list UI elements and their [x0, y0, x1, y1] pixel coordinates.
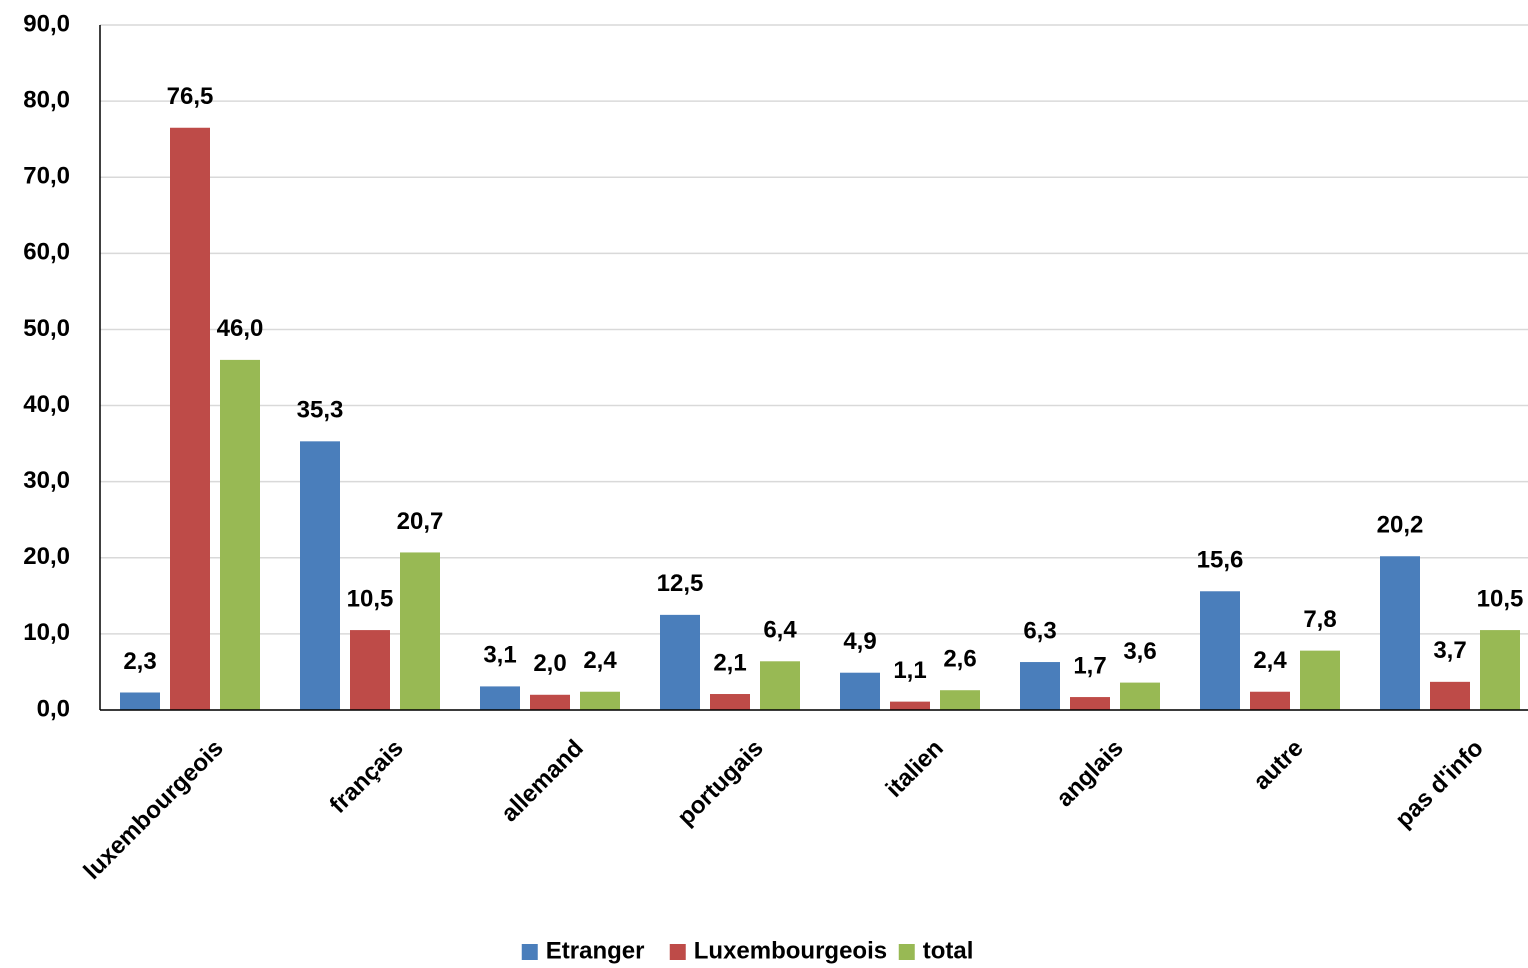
bar: [1250, 691, 1290, 710]
legend-swatch: [898, 944, 915, 960]
legend-swatch: [521, 944, 538, 960]
data-label: 1,1: [893, 657, 926, 684]
data-label: 3,6: [1123, 638, 1156, 665]
x-tick-label: portugais: [672, 735, 768, 831]
bar: [1300, 650, 1340, 710]
bar: [350, 630, 390, 710]
y-tick-label: 50,0: [23, 315, 70, 342]
bar: [1020, 662, 1060, 710]
x-tick-label: allemand: [496, 735, 589, 828]
data-label: 3,7: [1433, 637, 1466, 664]
bar: [1120, 682, 1160, 710]
legend-label: total: [923, 937, 974, 964]
data-label: 6,4: [763, 617, 797, 644]
data-label: 7,8: [1303, 606, 1336, 633]
legend-label: Etranger: [546, 937, 645, 964]
data-label: 2,4: [583, 647, 617, 674]
bar: [1480, 630, 1520, 710]
data-label: 76,5: [167, 83, 214, 110]
bar: [530, 694, 570, 710]
bar: [220, 359, 260, 710]
bar: [400, 552, 440, 710]
bar: [1430, 681, 1470, 710]
y-tick-label: 30,0: [23, 467, 70, 494]
y-tick-label: 90,0: [23, 10, 70, 37]
data-label: 3,1: [483, 642, 516, 669]
y-tick-label: 10,0: [23, 619, 70, 646]
data-label: 2,3: [123, 648, 156, 675]
data-label: 2,1: [713, 649, 746, 676]
y-tick-label: 20,0: [23, 543, 70, 570]
bar: [760, 661, 800, 710]
y-tick-label: 0,0: [37, 695, 70, 722]
data-label: 2,0: [533, 650, 566, 677]
bar: [120, 692, 160, 710]
x-tick-label: italien: [881, 735, 949, 803]
x-tick-label: luxembourgeois: [79, 735, 229, 885]
bar: [660, 614, 700, 710]
bar: [840, 672, 880, 710]
data-label: 6,3: [1023, 617, 1056, 644]
bar: [890, 701, 930, 710]
y-tick-label: 40,0: [23, 391, 70, 418]
data-label: 2,4: [1253, 647, 1287, 674]
bar: [170, 127, 210, 710]
y-tick-label: 80,0: [23, 86, 70, 113]
legend-swatch: [669, 944, 686, 960]
bar: [580, 691, 620, 710]
bar: [1380, 556, 1420, 710]
data-label: 46,0: [217, 315, 264, 342]
bar: [300, 441, 340, 710]
data-label: 35,3: [297, 397, 344, 424]
y-tick-label: 60,0: [23, 239, 70, 266]
data-label: 20,7: [397, 508, 444, 535]
data-label: 2,6: [943, 646, 976, 673]
x-tick-label: pas d'info: [1390, 735, 1489, 834]
bar: [1070, 697, 1110, 710]
bar: [710, 694, 750, 710]
x-tick-label: anglais: [1051, 735, 1129, 813]
data-label: 10,5: [347, 585, 394, 612]
data-label: 12,5: [657, 570, 704, 597]
y-tick-label: 70,0: [23, 163, 70, 190]
bar: [1200, 591, 1240, 710]
data-label: 10,5: [1477, 585, 1524, 612]
bar: [480, 686, 520, 710]
legend-label: Luxembourgeois: [694, 937, 887, 964]
x-tick-label: autre: [1248, 735, 1309, 796]
data-label: 15,6: [1197, 547, 1244, 574]
x-tick-label: français: [325, 735, 409, 819]
data-label: 4,9: [843, 628, 876, 655]
bar: [940, 690, 980, 710]
data-label: 20,2: [1377, 512, 1424, 539]
data-label: 1,7: [1073, 652, 1106, 679]
